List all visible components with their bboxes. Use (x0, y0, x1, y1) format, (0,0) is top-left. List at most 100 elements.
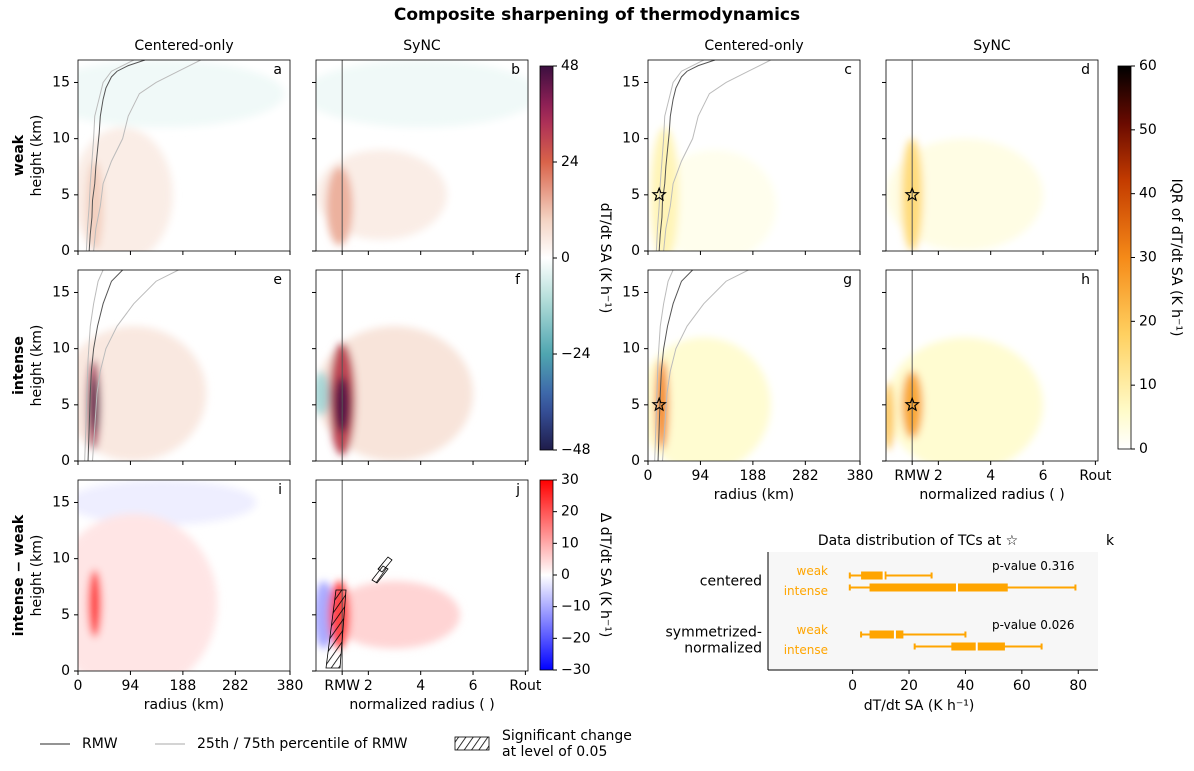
panel-frame (647, 59, 861, 252)
panel-frame (315, 59, 529, 252)
panel-plot (886, 60, 1044, 251)
colorbar-tick-label: 60 (1139, 58, 1157, 74)
x-tick-label: 2 (364, 678, 373, 694)
field-blob (316, 60, 528, 128)
x-tick-label: RMW (324, 678, 360, 694)
panel-plot (648, 270, 771, 461)
column-title: SyNC (403, 38, 441, 54)
colorbar-tick-label: −10 (561, 599, 591, 615)
colorbar-tick-label: 20 (1139, 313, 1157, 329)
panel-plot (886, 270, 1044, 461)
x-tick-label: 94 (692, 468, 710, 484)
y-tick-label: 5 (61, 607, 70, 623)
panel-letter: g (843, 272, 852, 288)
x-tick-label: 0 (644, 468, 653, 484)
panel-frame (77, 269, 291, 462)
category-label: symmetrized-normalized (665, 625, 762, 657)
rmw-line (88, 60, 146, 251)
significance-hatch (371, 565, 389, 584)
panel-letter: d (1081, 62, 1090, 78)
x-tick-label: Rout (509, 678, 542, 694)
y-tick-label: 10 (622, 131, 640, 147)
column-title: Centered-only (704, 38, 803, 54)
field-blob (78, 513, 218, 671)
colorbar-tick-label: −48 (561, 442, 591, 458)
plot-background (768, 552, 1098, 670)
significance-hatch (325, 589, 347, 669)
series-label: intense (784, 584, 828, 598)
colorbar (539, 479, 554, 671)
field (886, 138, 1044, 251)
colorbar-tick-label: 10 (561, 535, 579, 551)
colorbar-tick-label: 30 (561, 472, 579, 488)
colorbar-label: IQR of dT/dt SA (K h⁻¹) (1168, 179, 1184, 337)
panel-frame (885, 59, 1099, 252)
x-tick-label: RMW (894, 468, 930, 484)
significance-hatch (377, 556, 393, 573)
row-label: weak (11, 134, 27, 176)
rmw-line (654, 270, 674, 461)
field-blob (316, 371, 330, 417)
panel-frame (315, 479, 529, 672)
field-blob (326, 166, 353, 246)
y-axis-label: height (km) (29, 325, 45, 407)
column-title: Centered-only (134, 38, 233, 54)
rmw-line (662, 270, 749, 461)
field-blob (886, 337, 1044, 461)
rmw-line (655, 60, 705, 251)
x-tick-label: 6 (469, 678, 478, 694)
panel-frame (885, 269, 1099, 462)
panel-letter: h (1081, 272, 1090, 288)
panel-frame (647, 269, 861, 462)
panel-letter: a (273, 62, 282, 78)
panel-plot (650, 60, 777, 251)
star-marker (904, 396, 920, 412)
y-tick-label: 15 (622, 284, 640, 300)
field-blob (316, 326, 474, 461)
colorbar-tick-label: −20 (561, 630, 591, 646)
box (951, 642, 1005, 651)
colorbar-label: Δ dT/dt SA (K h⁻¹) (597, 513, 613, 638)
field-blob (78, 60, 285, 128)
colorbar (539, 65, 554, 451)
y-tick-label: 5 (631, 187, 640, 203)
x-tick-label: 6 (1039, 468, 1048, 484)
field (316, 326, 474, 461)
y-tick-label: 15 (52, 494, 70, 510)
rmw-line (663, 60, 771, 251)
rmw-line (657, 270, 693, 461)
colorbar-tick-label: 0 (561, 250, 570, 266)
panel-frame (315, 269, 529, 462)
rmw-line (92, 270, 179, 461)
y-tick-label: 0 (61, 453, 70, 469)
panel-title: Data distribution of TCs at ☆ (818, 533, 1018, 549)
box (861, 571, 887, 580)
colorbar-tick-label: 24 (561, 154, 579, 170)
series-label: intense (784, 643, 828, 657)
row-label: intense (11, 336, 27, 395)
rmw-line (85, 60, 135, 251)
legend-label: RMW (82, 736, 118, 752)
y-tick-label: 15 (52, 284, 70, 300)
colorbar-tick-label: −24 (561, 346, 591, 362)
panel-plot (316, 60, 528, 251)
colorbar-tick-label: 20 (561, 504, 579, 520)
panel-plot (316, 270, 474, 461)
y-axis-label: height (km) (29, 535, 45, 617)
category-label: centered (700, 574, 762, 590)
p-value: p-value 0.026 (992, 618, 1075, 632)
field-blob (648, 337, 771, 461)
panel-letter: c (844, 62, 852, 78)
field (316, 60, 528, 246)
y-tick-label: 15 (622, 74, 640, 90)
y-tick-label: 0 (61, 243, 70, 259)
colorbar-tick-label: 0 (1139, 441, 1148, 457)
field (650, 127, 777, 251)
field-blob (316, 581, 335, 649)
y-tick-label: 0 (61, 663, 70, 679)
x-tick-label: 80 (1069, 678, 1087, 694)
colorbar-tick-label: 30 (1139, 250, 1157, 266)
x-tick-label: 282 (222, 678, 249, 694)
y-tick-label: 10 (52, 551, 70, 567)
colorbar-tick-label: 40 (1139, 186, 1157, 202)
